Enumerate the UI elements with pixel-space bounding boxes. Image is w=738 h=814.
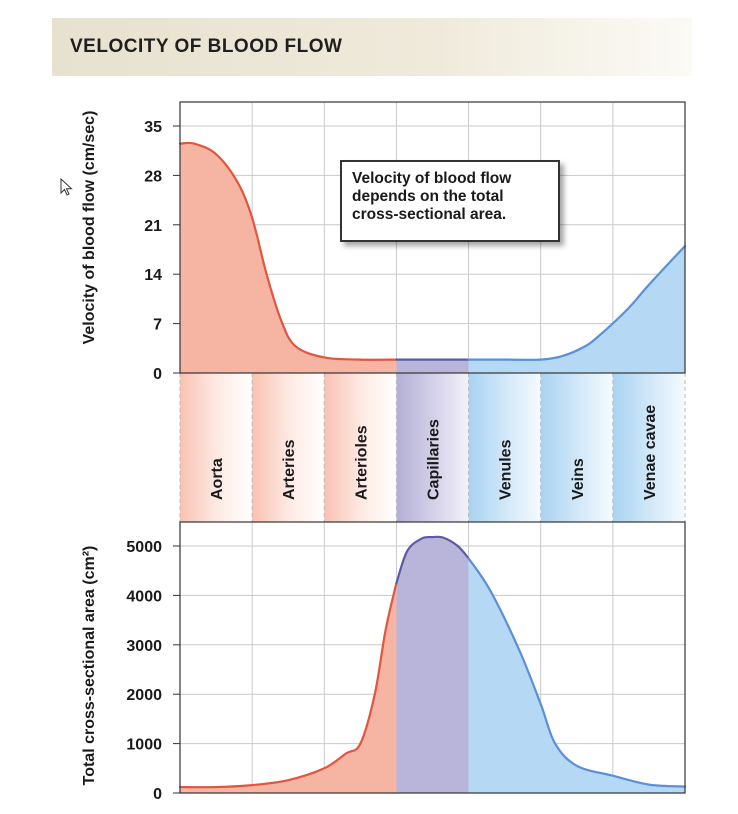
category-label: Veins xyxy=(570,458,587,500)
y-tick-label: 28 xyxy=(144,168,162,185)
area-arterial-curve xyxy=(178,581,398,789)
category-label: Arteries xyxy=(281,439,298,500)
y-tick-label: 1000 xyxy=(126,737,162,754)
y-tick-label: 35 xyxy=(144,119,162,136)
velocity-venous-area xyxy=(468,245,685,373)
category-label: Venules xyxy=(498,439,515,500)
velocity-arterial-curve xyxy=(178,141,398,361)
y-tick-label: 3000 xyxy=(126,638,162,655)
y-axis-label: Velocity of blood flow (cm/sec) xyxy=(81,111,98,345)
title-band: VELOCITY OF BLOOD FLOW xyxy=(52,18,692,76)
velocity-venous-curve xyxy=(467,244,687,361)
y-tick-label: 0 xyxy=(153,786,162,803)
category-band xyxy=(468,373,541,522)
y-tick-label: 2000 xyxy=(126,687,162,704)
y-tick-label: 14 xyxy=(144,267,162,284)
category-band xyxy=(324,373,397,522)
category-label: Aorta xyxy=(209,458,226,500)
y-axis-label: Total cross-sectional area (cm²) xyxy=(81,546,98,786)
y-tick-label: 4000 xyxy=(126,588,162,605)
area-venous-curve xyxy=(467,557,687,788)
category-band xyxy=(540,373,613,522)
y-tick-label: 0 xyxy=(153,366,162,383)
annotation-line: cross-sectional area. xyxy=(352,206,507,223)
chart-title: VELOCITY OF BLOOD FLOW xyxy=(70,36,343,57)
annotation-callout: Velocity of blood flow depends on the to… xyxy=(340,160,560,242)
category-band xyxy=(180,373,253,522)
plot-frame xyxy=(179,521,686,794)
area-capillary-curve xyxy=(395,535,470,585)
velocity-arterial-area xyxy=(180,142,397,373)
area-capillary-area xyxy=(396,536,469,793)
y-tick-label: 21 xyxy=(144,218,162,235)
category-band xyxy=(396,373,469,522)
y-tick-label: 5000 xyxy=(126,539,162,556)
category-band xyxy=(252,373,325,522)
plot-frame xyxy=(179,101,686,374)
category-label: Venae cavae xyxy=(642,405,659,500)
velocity-capillary-area xyxy=(396,359,469,373)
area-venous-area xyxy=(468,558,685,793)
area-arterial-area xyxy=(180,583,397,793)
category-label: Capillaries xyxy=(426,419,443,500)
cursor-arrow-icon xyxy=(60,178,73,196)
annotation-line: depends on the total xyxy=(352,188,504,205)
y-tick-label: 7 xyxy=(153,317,162,334)
annotation-line: Velocity of blood flow xyxy=(352,170,512,187)
category-label: Arterioles xyxy=(353,425,370,500)
category-band xyxy=(612,373,685,522)
